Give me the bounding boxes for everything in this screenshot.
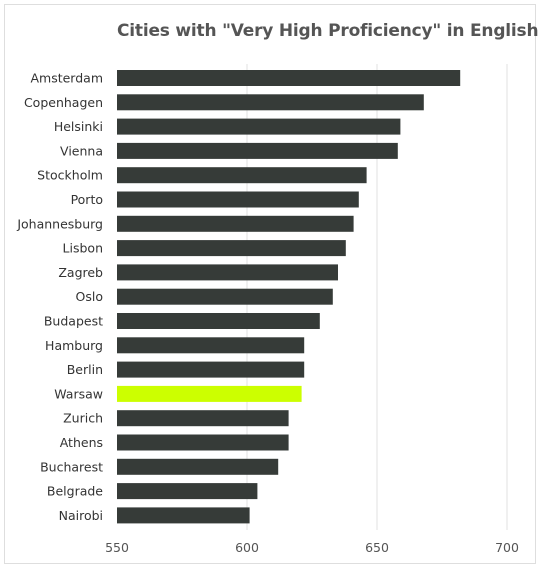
- bar-bucharest: [117, 458, 279, 475]
- category-label-bucharest: Bucharest: [40, 459, 103, 474]
- bar-lisbon: [117, 240, 346, 257]
- bar-helsinki: [117, 118, 401, 135]
- category-label-lisbon: Lisbon: [63, 241, 103, 256]
- x-tick-label: 550: [105, 540, 129, 555]
- bar-athens: [117, 434, 289, 451]
- bar-nairobi: [117, 507, 250, 524]
- category-label-athens: Athens: [60, 435, 103, 450]
- x-tick-label: 650: [365, 540, 389, 555]
- category-label-zurich: Zurich: [63, 411, 103, 426]
- category-label-amsterdam: Amsterdam: [30, 71, 103, 86]
- category-label-vienna: Vienna: [60, 143, 103, 158]
- bar-stockholm: [117, 167, 367, 184]
- bar-budapest: [117, 313, 320, 329]
- category-labels: Amsterdam Copenhagen Helsinki Vienna Stockho…: [16, 71, 103, 523]
- category-label-helsinki: Helsinki: [54, 119, 103, 134]
- x-tick-label: 700: [495, 540, 519, 555]
- category-label-budapest: Budapest: [44, 314, 103, 329]
- bar-hamburg: [117, 337, 305, 354]
- category-label-stockholm: Stockholm: [37, 168, 103, 183]
- chart-title: Cities with "Very High Proficiency" in E…: [117, 21, 539, 41]
- bar-zagreb: [117, 264, 338, 281]
- bar-oslo: [117, 288, 333, 305]
- bar-belgrade: [117, 483, 258, 500]
- bar-berlin: [117, 361, 305, 378]
- category-label-zagreb: Zagreb: [58, 265, 103, 280]
- category-label-johannesburg: Johannesburg: [16, 216, 103, 231]
- category-label-porto: Porto: [71, 192, 103, 207]
- category-label-warsaw: Warsaw: [54, 386, 103, 401]
- category-label-nairobi: Nairobi: [59, 508, 103, 523]
- category-label-belgrade: Belgrade: [47, 484, 103, 499]
- category-label-copenhagen: Copenhagen: [24, 95, 103, 110]
- x-tick-label: 600: [235, 540, 259, 555]
- tick-labels: 550 600 650 700: [105, 540, 519, 555]
- bars: [117, 70, 461, 524]
- bar-porto: [117, 191, 359, 208]
- bar-copenhagen: [117, 94, 424, 111]
- category-label-hamburg: Hamburg: [45, 338, 103, 353]
- bar-vienna: [117, 142, 398, 159]
- category-label-oslo: Oslo: [76, 289, 103, 304]
- bar-amsterdam: [117, 70, 461, 86]
- bar-johannesburg: [117, 215, 354, 232]
- category-label-berlin: Berlin: [67, 362, 103, 377]
- bar-warsaw: [117, 385, 302, 402]
- bar-zurich: [117, 410, 289, 427]
